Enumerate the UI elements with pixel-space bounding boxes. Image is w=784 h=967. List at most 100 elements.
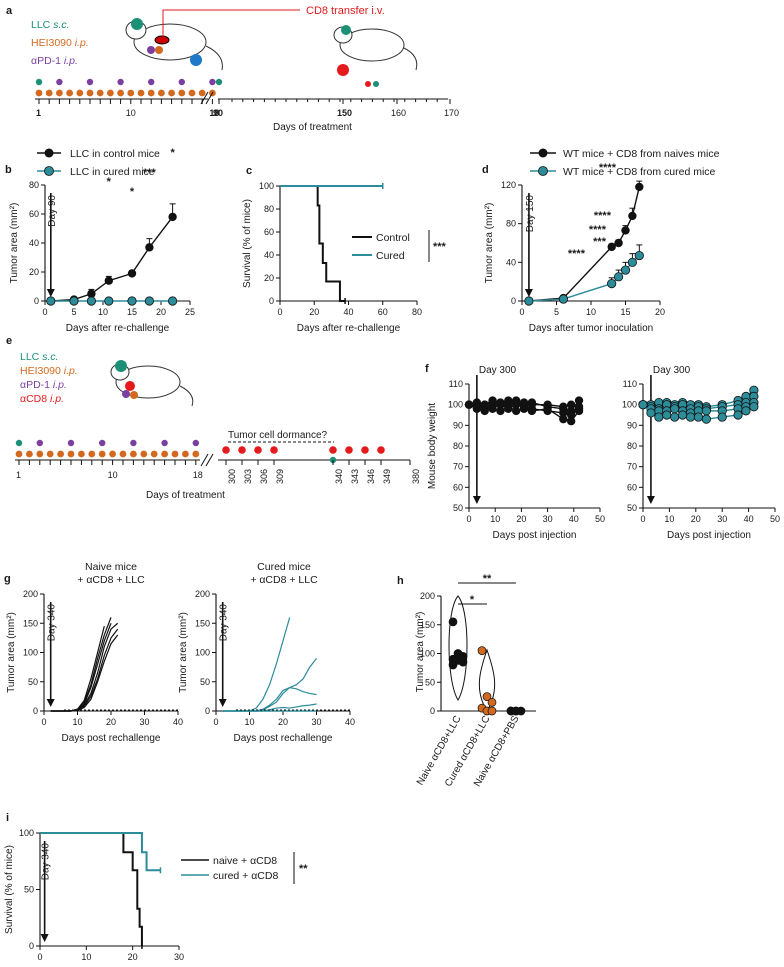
dot-marker [107, 89, 114, 97]
data-point [168, 212, 177, 222]
panel-a: a LLC s.c. HEI3090 i.p. αPD-1 i.p. CD8 t… [6, 5, 459, 133]
y-tick-label: 60 [453, 482, 463, 492]
y-tick-label: 0 [33, 706, 38, 716]
x-tick-label: 30 [139, 717, 149, 727]
cd8-transfer-label: CD8 transfer i.v. [306, 5, 385, 17]
data-point [504, 402, 513, 411]
y-axis-label: Tumor area (mm²) [6, 612, 17, 693]
dot-marker [125, 381, 135, 391]
x-tick-label: 0 [42, 307, 47, 317]
data-point [566, 410, 576, 420]
data-point [524, 296, 534, 306]
series-line [40, 832, 143, 946]
x-tick-label: 20 [106, 717, 116, 727]
axis-label-a: Days of treatment [273, 122, 352, 133]
series-line [50, 216, 174, 302]
y-tick-label: 100 [622, 400, 637, 410]
arrow-label: Day 340 [219, 604, 230, 642]
x-tick-label: 0 [37, 952, 42, 962]
x-axis-label: Days post rechallenge [62, 733, 161, 744]
data-point [628, 211, 637, 221]
x-tick-label: 15 [127, 307, 137, 317]
y-tick-label: 150 [420, 620, 435, 630]
y-axis-label: Mouse body weight [427, 403, 438, 489]
legend-label: WT mice + CD8 from cured mice [563, 166, 716, 178]
x-axis-label: Days post rechallenge [234, 733, 333, 744]
x-tick-label: 20 [655, 307, 665, 317]
legend-label: Control [376, 232, 410, 244]
legend-llc: LLC s.c. [20, 351, 59, 363]
data-point [627, 257, 638, 267]
x-tick-label: 60 [378, 307, 388, 317]
tick-label: 380 [411, 469, 421, 484]
data-point [574, 402, 584, 411]
data-point [741, 406, 751, 416]
data-point [670, 404, 680, 414]
data-point [511, 406, 521, 416]
data-point [480, 400, 489, 409]
y-tick-label: 80 [29, 180, 39, 190]
significance-label: * [130, 186, 135, 198]
y-tick-label: 80 [627, 441, 637, 451]
tick-label: 300 [227, 469, 237, 484]
dot-marker [178, 89, 186, 97]
y-tick-label: 40 [264, 250, 274, 260]
y-tick-label: 50 [627, 503, 637, 513]
data-point [733, 410, 743, 420]
dot-marker [147, 46, 155, 54]
x-tick-label: 10 [490, 514, 500, 524]
significance-label: * [470, 594, 475, 606]
dot-marker [270, 446, 278, 454]
y-tick-label: 20 [264, 273, 274, 283]
data-point [638, 400, 648, 410]
legend-hei3090: HEI3090 i.p. [20, 365, 78, 377]
data-point [145, 243, 154, 252]
y-tick-label: 50 [28, 677, 38, 687]
dormancy-label: Tumor cell dormance? [228, 430, 328, 441]
panel-letter-b: b [5, 164, 12, 176]
significance-label: **** [568, 248, 586, 260]
significance-label: * [170, 147, 175, 159]
dot-marker [373, 81, 379, 87]
dot-marker [36, 450, 44, 458]
data-point [527, 406, 537, 416]
data-point [670, 412, 680, 422]
y-tick-label: 100 [195, 648, 210, 658]
data-point [717, 412, 727, 422]
x-tick-label: 0 [41, 717, 46, 727]
legend-label: LLC in control mice [70, 148, 160, 160]
x-tick-label: 10 [81, 952, 91, 962]
data-point [458, 657, 468, 667]
data-point [749, 402, 759, 412]
dot-marker [147, 89, 155, 97]
dot-marker [222, 446, 230, 454]
x-axis-label: Days after re-challenge [297, 323, 401, 334]
y-tick-label: 150 [195, 618, 210, 628]
data-point [482, 692, 492, 701]
dot-marker [66, 89, 73, 97]
axis-break [200, 91, 209, 105]
y-tick-label: 0 [269, 296, 274, 306]
y-tick-label: 70 [627, 462, 637, 472]
data-point [558, 294, 569, 304]
y-tick-label: 90 [453, 420, 463, 430]
chart-title-line: Cured mice [257, 561, 311, 573]
legend-label: naive + αCD8 [213, 855, 277, 867]
data-point [654, 412, 664, 422]
dot-marker [98, 450, 106, 458]
x-tick-label: 10 [98, 307, 108, 317]
dot-marker [45, 89, 53, 97]
y-tick-label: 110 [449, 379, 463, 389]
dot-marker [78, 450, 85, 458]
y-tick-label: 40 [506, 257, 516, 267]
x-tick-label: 20 [128, 952, 138, 962]
dot-marker [377, 446, 385, 454]
dot-marker [86, 89, 94, 97]
data-point [701, 414, 711, 424]
series-line [50, 622, 119, 712]
dot-marker [88, 450, 96, 458]
tick-label: 343 [350, 469, 360, 484]
x-tick-label: 80 [412, 307, 422, 317]
data-point [496, 398, 505, 407]
tick-label: 160 [391, 108, 406, 118]
